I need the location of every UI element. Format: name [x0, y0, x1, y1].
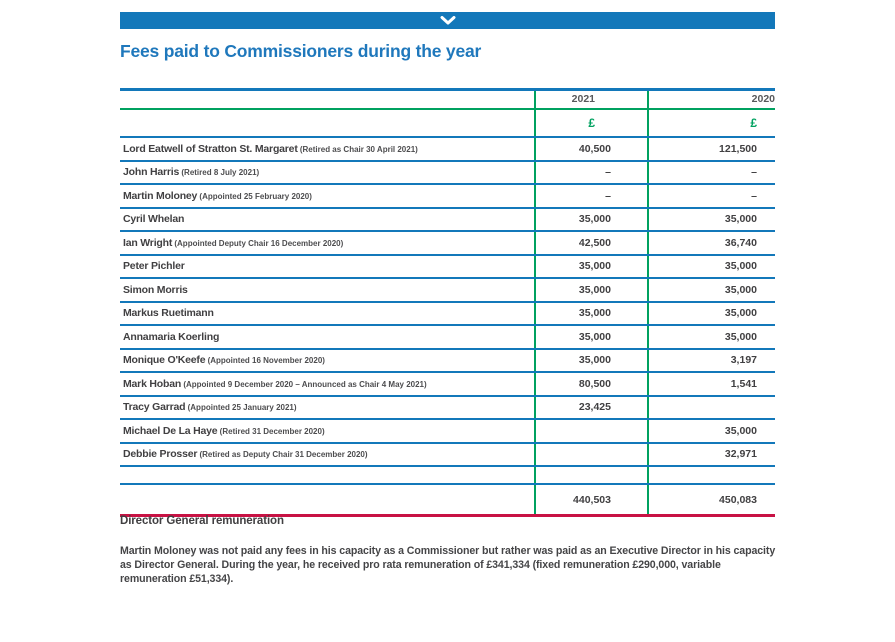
table-row: Simon Morris 35,000 35,000 — [120, 278, 775, 303]
fee-current-year: 80,500 — [534, 372, 648, 397]
fee-prior-year: 1,541 — [647, 372, 775, 397]
total-row: 440,503 450,083 — [120, 484, 775, 517]
chevron-down-icon[interactable] — [440, 16, 456, 25]
commissioner-name: Martin Moloney (Appointed 25 February 20… — [120, 184, 535, 209]
year-header-row: 2021 2020 — [120, 88, 775, 110]
commissioner-name: Annamaria Koerling — [120, 325, 535, 350]
table-row: Ian Wright (Appointed Deputy Chair 16 De… — [120, 231, 775, 256]
fee-prior-year: 35,000 — [647, 301, 775, 326]
fee-current-year: 40,500 — [534, 137, 648, 162]
fee-prior-year: 35,000 — [647, 254, 775, 279]
fees-table-body: Lord Eatwell of Stratton St. Margaret (R… — [120, 137, 775, 467]
director-general-footnote: Martin Moloney was not paid any fees in … — [120, 545, 776, 585]
commissioner-name: Tracy Garrad (Appointed 25 January 2021) — [120, 395, 535, 420]
appointment-note: (Appointed 9 December 2020 – Announced a… — [181, 379, 427, 389]
commissioner-name: Debbie Prosser (Retired as Deputy Chair … — [120, 442, 535, 467]
collapse-section-bar[interactable] — [120, 12, 775, 29]
appointment-note: (Appointed 25 January 2021) — [185, 403, 297, 413]
fee-current-year: 35,000 — [534, 278, 648, 303]
fee-current-year: – — [534, 160, 648, 185]
currency-header-row: £ £ — [120, 109, 775, 138]
table-row: Annamaria Koerling 35,000 35,000 — [120, 325, 775, 350]
commissioner-name: John Harris (Retired 8 July 2021) — [120, 160, 535, 185]
currency-symbol-col2: £ — [647, 109, 775, 138]
table-row: Michael De La Haye (Retired 31 December … — [120, 419, 775, 444]
fee-current-year: 42,500 — [534, 231, 648, 256]
appointment-note: (Retired 8 July 2021) — [179, 168, 260, 178]
fee-current-year: 35,000 — [534, 301, 648, 326]
fee-current-year: 35,000 — [534, 348, 648, 373]
appointment-note: (Appointed 16 November 2020) — [205, 356, 325, 366]
fee-prior-year: – — [647, 184, 775, 209]
commissioner-name: Michael De La Haye (Retired 31 December … — [120, 419, 535, 444]
table-row: Markus Ruetimann 35,000 35,000 — [120, 301, 775, 326]
fee-prior-year: 35,000 — [647, 325, 775, 350]
fee-prior-year: 36,740 — [647, 231, 775, 256]
fee-prior-year: 35,000 — [647, 207, 775, 232]
commissioner-name: Simon Morris — [120, 278, 535, 303]
year-header-col2: 2020 — [647, 88, 775, 110]
appointment-note: (Retired as Chair 30 April 2021) — [297, 144, 418, 154]
fee-prior-year: 35,000 — [647, 419, 775, 444]
fee-current-year — [534, 419, 648, 444]
year-header-spacer — [120, 88, 535, 110]
fee-current-year: 23,425 — [534, 395, 648, 420]
appointment-note: (Retired 31 December 2020) — [217, 426, 325, 436]
table-row: Cyril Whelan 35,000 35,000 — [120, 207, 775, 232]
fee-prior-year: 35,000 — [647, 278, 775, 303]
fee-current-year: 35,000 — [534, 325, 648, 350]
commissioner-name: Lord Eatwell of Stratton St. Margaret (R… — [120, 137, 535, 162]
fee-current-year: 35,000 — [534, 207, 648, 232]
fee-current-year: – — [534, 184, 648, 209]
table-row: Mark Hoban (Appointed 9 December 2020 – … — [120, 372, 775, 397]
appointment-note: (Appointed Deputy Chair 16 December 2020… — [172, 238, 344, 248]
table-row: Debbie Prosser (Retired as Deputy Chair … — [120, 442, 775, 467]
commissioner-name: Cyril Whelan — [120, 207, 535, 232]
fee-prior-year: 32,971 — [647, 442, 775, 467]
fee-prior-year: – — [647, 160, 775, 185]
appointment-note: (Retired as Deputy Chair 31 December 202… — [197, 450, 368, 460]
appointment-note: (Appointed 25 February 2020) — [197, 191, 312, 201]
section-heading: Director General remuneration — [120, 515, 284, 527]
currency-header-spacer — [120, 109, 535, 138]
page-title: Fees paid to Commissioners during the ye… — [120, 41, 482, 61]
total-col2: 450,083 — [647, 484, 775, 517]
fee-prior-year: 121,500 — [647, 137, 775, 162]
total-col1: 440,503 — [534, 484, 648, 517]
fee-prior-year: 3,197 — [647, 348, 775, 373]
fee-prior-year — [647, 395, 775, 420]
table-row: Monique O'Keefe (Appointed 16 November 2… — [120, 348, 775, 373]
spacer-row — [120, 466, 775, 485]
fee-current-year: 35,000 — [534, 254, 648, 279]
commissioner-name: Monique O'Keefe (Appointed 16 November 2… — [120, 348, 535, 373]
currency-symbol-col1: £ — [534, 109, 648, 138]
table-row: Peter Pichler 35,000 35,000 — [120, 254, 775, 279]
commissioner-name: Peter Pichler — [120, 254, 535, 279]
commissioner-name: Ian Wright (Appointed Deputy Chair 16 De… — [120, 231, 535, 256]
table-row: John Harris (Retired 8 July 2021) – – — [120, 160, 775, 185]
year-header-col1: 2021 — [534, 88, 648, 110]
commissioner-name: Markus Ruetimann — [120, 301, 535, 326]
table-row: Martin Moloney (Appointed 25 February 20… — [120, 184, 775, 209]
fees-table: 2021 2020 £ £ Lord Eatwell of Stratton S… — [120, 88, 775, 517]
table-row: Lord Eatwell of Stratton St. Margaret (R… — [120, 137, 775, 162]
table-row: Tracy Garrad (Appointed 25 January 2021)… — [120, 395, 775, 420]
commissioner-name: Mark Hoban (Appointed 9 December 2020 – … — [120, 372, 535, 397]
fee-current-year — [534, 442, 648, 467]
